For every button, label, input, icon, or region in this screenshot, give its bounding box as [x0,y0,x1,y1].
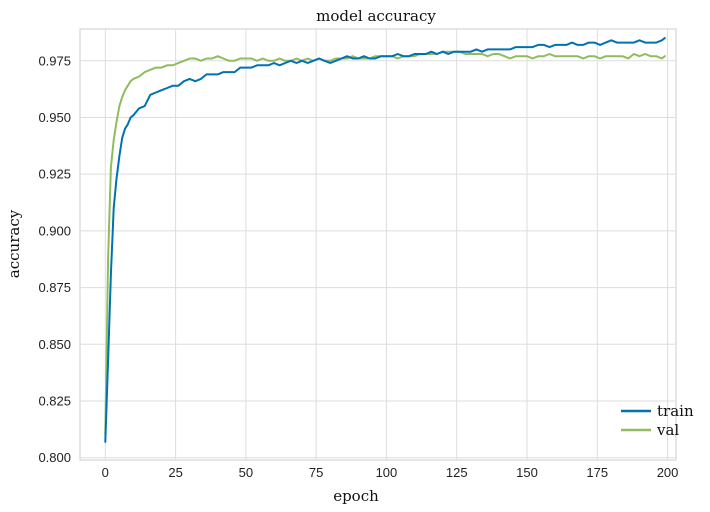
series-line-train [104,37,666,443]
x-tick-label: 75 [309,465,323,480]
y-tick-label: 0.925 [38,167,71,182]
y-axis-label: accuracy [5,209,23,278]
series-line-val [104,50,666,436]
legend-label-val: val [656,421,679,439]
x-tick-label: 150 [516,465,538,480]
y-tick-label: 0.900 [38,223,71,238]
x-tick-label: 200 [657,465,679,480]
chart-title: model accuracy [316,7,436,25]
y-tick-label: 0.850 [38,337,71,352]
series-lines [104,37,666,443]
y-tick-label: 0.975 [38,53,71,68]
y-tick-label: 0.875 [38,280,71,295]
y-tick-label: 0.950 [38,110,71,125]
x-tick-label: 25 [168,465,182,480]
legend-label-train: train [657,402,694,420]
x-tick-label: 125 [446,465,468,480]
x-tick-label: 175 [586,465,608,480]
x-axis-label: epoch [333,487,379,505]
x-axis-ticks: 0 25 50 75 100 125 150 175 200 [102,465,679,480]
x-tick-label: 50 [239,465,253,480]
grid-lines [80,29,676,460]
y-tick-label: 0.800 [38,450,71,465]
x-tick-label: 0 [102,465,109,480]
y-tick-label: 0.825 [38,394,71,409]
x-tick-label: 100 [376,465,398,480]
y-axis-ticks: 0.800 0.825 0.850 0.875 0.900 0.925 0.950 0.975 [38,53,71,465]
plot-area [79,28,677,461]
